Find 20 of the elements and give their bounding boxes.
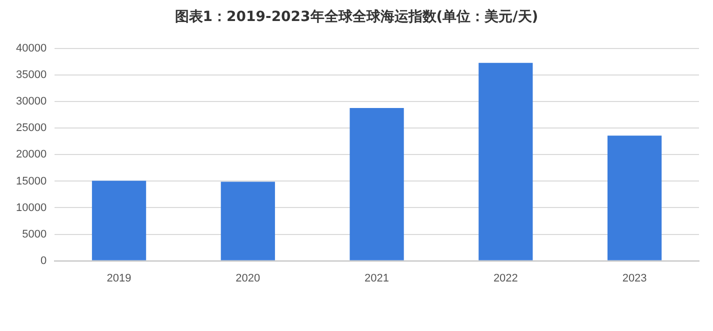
y-tick-label: 0 xyxy=(40,254,47,267)
y-tick-label: 10000 xyxy=(16,202,47,214)
bar xyxy=(607,136,662,260)
bar xyxy=(478,62,533,260)
x-tick-label: 2023 xyxy=(622,272,647,284)
y-tick-label: 5000 xyxy=(22,228,47,240)
y-tick-label: 30000 xyxy=(16,96,47,108)
chart-title: 图表1：2019-2023年全球全球海运指数(单位：美元/天) xyxy=(174,8,540,27)
bar xyxy=(92,180,146,260)
x-tick-label: 2021 xyxy=(364,272,390,284)
x-tick-label: 2020 xyxy=(236,272,260,284)
bar xyxy=(220,182,275,260)
bar xyxy=(350,108,404,260)
x-tick-label: 2019 xyxy=(106,272,132,284)
x-tick-label: 2022 xyxy=(493,272,518,284)
y-tick-label: 15000 xyxy=(16,175,47,188)
y-tick-label: 25000 xyxy=(16,122,47,134)
y-tick-label: 20000 xyxy=(16,148,47,161)
y-tick-label: 35000 xyxy=(16,69,47,82)
y-tick-label: 40000 xyxy=(16,42,47,55)
